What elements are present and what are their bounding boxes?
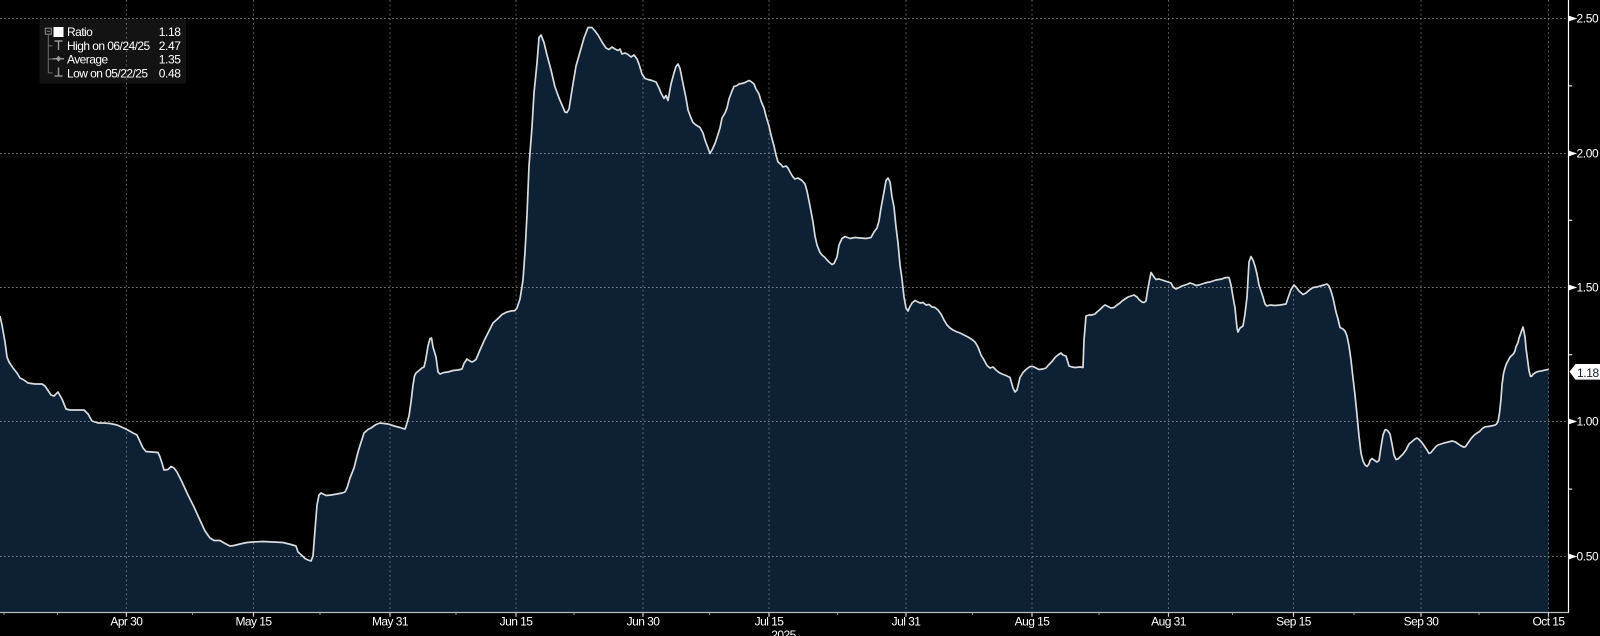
svg-text:Apr 30: Apr 30	[110, 615, 143, 629]
svg-text:1.50: 1.50	[1577, 281, 1599, 295]
svg-text:2.47: 2.47	[159, 39, 181, 53]
svg-text:May 15: May 15	[235, 615, 272, 629]
svg-text:1.18: 1.18	[159, 25, 181, 39]
svg-text:Low on 05/22/25: Low on 05/22/25	[67, 66, 148, 80]
svg-text:1.00: 1.00	[1577, 415, 1599, 429]
svg-text:Ratio: Ratio	[67, 25, 93, 39]
svg-text:0.50: 0.50	[1577, 550, 1599, 564]
svg-text:Jun 15: Jun 15	[500, 615, 534, 629]
svg-text:Oct 15: Oct 15	[1532, 615, 1565, 629]
svg-text:2025: 2025	[771, 628, 796, 636]
svg-text:2.50: 2.50	[1577, 12, 1599, 26]
svg-text:Sep 30: Sep 30	[1404, 615, 1440, 629]
svg-text:Jun 30: Jun 30	[627, 615, 661, 629]
svg-text:May 31: May 31	[372, 615, 409, 629]
svg-text:Average: Average	[67, 52, 109, 66]
svg-text:0.48: 0.48	[159, 66, 181, 80]
svg-text:Aug 31: Aug 31	[1151, 615, 1187, 629]
svg-text:Jul 15: Jul 15	[755, 615, 785, 629]
svg-text:1.18: 1.18	[1577, 366, 1599, 380]
svg-text:2.00: 2.00	[1577, 147, 1599, 161]
svg-text:1.35: 1.35	[159, 52, 181, 66]
svg-text:Sep 15: Sep 15	[1276, 615, 1312, 629]
svg-text:High on 06/24/25: High on 06/24/25	[67, 39, 150, 53]
svg-text:Jul 31: Jul 31	[892, 615, 922, 629]
svg-text:Aug 15: Aug 15	[1015, 615, 1051, 629]
